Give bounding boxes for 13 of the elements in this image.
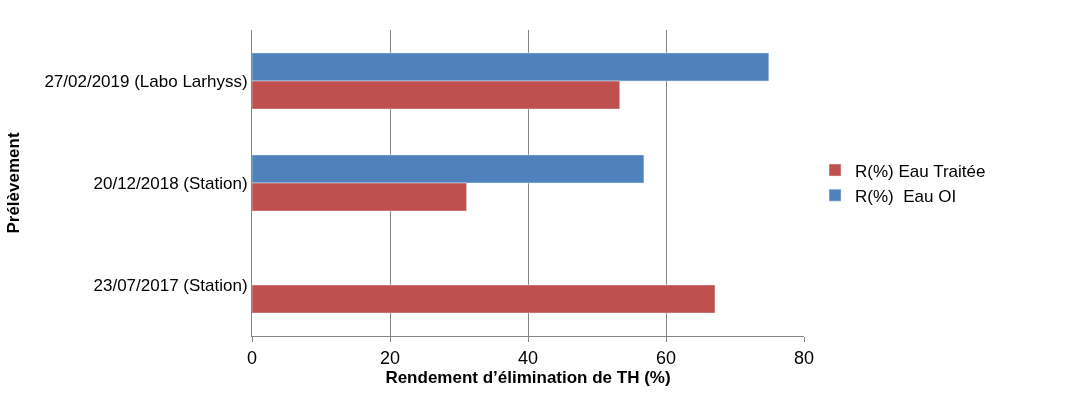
y-tick-label: 23/07/2017 (Station) [93,275,248,295]
x-tick-label: 0 [246,347,258,368]
y-tick-label: 20/12/2018 (Station) [93,173,248,193]
x-axis-title: Rendement d’élimination de TH (%) [385,367,671,387]
legend-label: R(%) Eau OI [855,186,957,206]
x-tick-label: 20 [379,347,401,368]
x-tick-label: 80 [793,347,815,368]
bar [252,284,716,314]
x-tick-label: 40 [517,347,539,368]
legend-label: R(%) Eau Traitée [855,161,986,181]
y-tick-label: 27/02/2019 (Labo Larhyss) [44,71,248,91]
y-axis-title: Prélèvement [3,132,23,234]
x-tick-label: 60 [655,347,677,368]
